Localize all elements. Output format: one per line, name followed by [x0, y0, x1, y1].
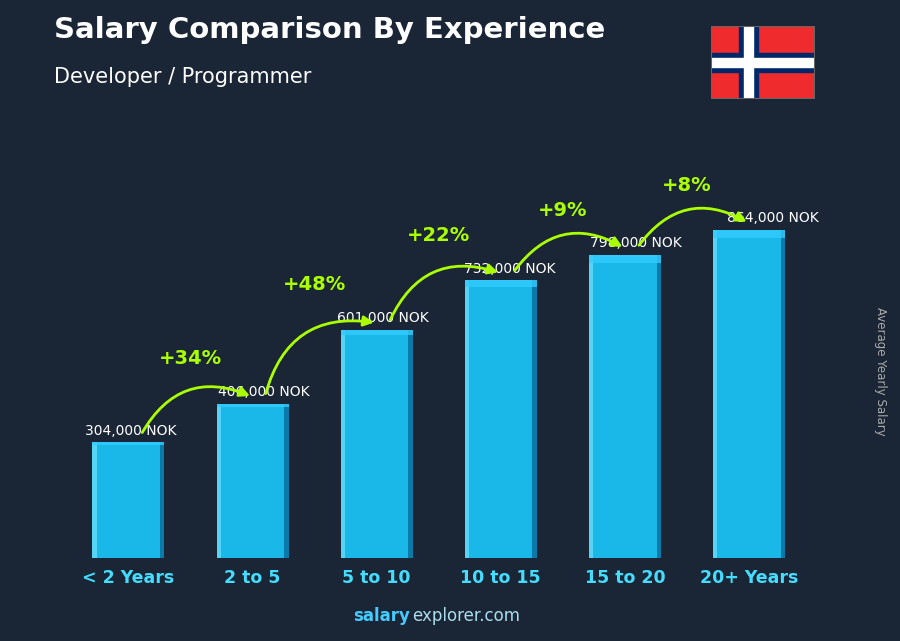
Bar: [589, 255, 661, 263]
Text: 406,000 NOK: 406,000 NOK: [218, 385, 310, 399]
Bar: [657, 255, 661, 558]
Text: 304,000 NOK: 304,000 NOK: [85, 424, 176, 438]
Bar: [589, 255, 593, 558]
Text: Average Yearly Salary: Average Yearly Salary: [874, 308, 886, 436]
Text: +34%: +34%: [159, 349, 222, 369]
Bar: [713, 230, 785, 238]
Text: +22%: +22%: [407, 226, 471, 245]
FancyBboxPatch shape: [217, 404, 289, 558]
Bar: [711, 58, 814, 67]
Text: +9%: +9%: [538, 201, 588, 220]
FancyBboxPatch shape: [713, 230, 785, 558]
Text: +48%: +48%: [283, 276, 346, 294]
Bar: [217, 404, 220, 558]
FancyBboxPatch shape: [341, 329, 413, 558]
Bar: [341, 329, 345, 558]
Bar: [217, 404, 289, 408]
Bar: [713, 230, 717, 558]
Text: 864,000 NOK: 864,000 NOK: [726, 212, 818, 226]
Bar: [409, 329, 413, 558]
Bar: [341, 329, 413, 335]
Bar: [93, 442, 165, 445]
Bar: [284, 404, 289, 558]
FancyBboxPatch shape: [93, 442, 165, 558]
Text: 798,000 NOK: 798,000 NOK: [590, 237, 682, 251]
Text: +8%: +8%: [662, 176, 712, 195]
Bar: [744, 26, 753, 99]
Text: 732,000 NOK: 732,000 NOK: [464, 262, 555, 276]
Bar: [464, 280, 469, 558]
Text: Salary Comparison By Experience: Salary Comparison By Experience: [54, 16, 605, 44]
Text: salary: salary: [353, 607, 410, 625]
Text: explorer.com: explorer.com: [412, 607, 520, 625]
Bar: [533, 280, 536, 558]
Bar: [739, 26, 758, 99]
Bar: [780, 230, 785, 558]
Bar: [464, 280, 536, 287]
FancyBboxPatch shape: [464, 280, 536, 558]
FancyBboxPatch shape: [589, 255, 661, 558]
Bar: [93, 442, 97, 558]
Bar: [160, 442, 165, 558]
Bar: [711, 53, 814, 72]
Text: 601,000 NOK: 601,000 NOK: [337, 312, 428, 325]
Text: Developer / Programmer: Developer / Programmer: [54, 67, 311, 87]
